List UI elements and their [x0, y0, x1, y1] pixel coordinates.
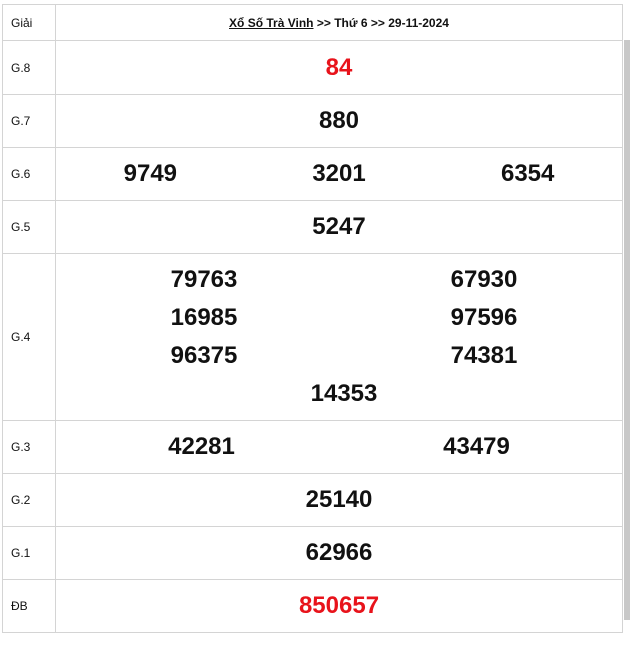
prize-numbers: 9749 3201 6354	[55, 147, 623, 201]
separator: >>	[313, 15, 335, 30]
prize-label: G.6	[2, 147, 56, 201]
prize-row-g8: G.8 84	[2, 40, 623, 95]
separator: >>	[367, 15, 389, 30]
prize-number: 880	[55, 94, 623, 148]
prize-number: 79763	[170, 266, 238, 293]
prize-number: 67930	[450, 266, 518, 293]
results-table: Giải Xổ Số Trà Vinh >> Thứ 6 >> 29-11-20…	[2, 4, 623, 633]
header-row: Giải Xổ Số Trà Vinh >> Thứ 6 >> 29-11-20…	[2, 4, 623, 41]
label-column-header: Giải	[2, 4, 56, 41]
prize-number: 97596	[450, 304, 518, 331]
prize-label: G.2	[2, 473, 56, 527]
prize-number: 84	[55, 40, 623, 95]
prize-row-g6: G.6 9749 3201 6354	[2, 147, 623, 201]
prize-number: 3201	[312, 160, 366, 187]
prize-row-g3: G.3 42281 43479	[2, 420, 623, 474]
scrollbar[interactable]	[624, 40, 630, 620]
prize-row-g7: G.7 880	[2, 94, 623, 148]
prize-number: 9749	[123, 160, 178, 187]
prize-numbers: 42281 43479	[55, 420, 623, 474]
day-link[interactable]: Thứ 6	[334, 15, 368, 30]
prize-label: G.3	[2, 420, 56, 474]
prize-number: 43479	[443, 433, 510, 460]
prize-label: G.8	[2, 40, 56, 95]
special-prize-number: 850657	[55, 579, 623, 633]
prize-number: 16985	[170, 304, 238, 331]
prize-row-g5: G.5 5247	[2, 200, 623, 254]
prize-number: 5247	[55, 200, 623, 254]
prize-number: 62966	[55, 526, 623, 580]
prize-label: G.7	[2, 94, 56, 148]
prize-row-g2: G.2 25140	[2, 473, 623, 527]
prize-number: 14353	[310, 380, 378, 407]
prize-number: 96375	[170, 342, 238, 369]
prize-label: G.5	[2, 200, 56, 254]
prize-numbers: 79763 67930 16985 97596 96375 74381 1435…	[55, 253, 623, 421]
draw-date: 29-11-2024	[388, 15, 449, 30]
prize-number: 42281	[168, 433, 235, 460]
prize-number: 74381	[450, 342, 518, 369]
prize-label: ĐB	[2, 579, 56, 633]
prize-number: 25140	[55, 473, 623, 527]
prize-row-g4: G.4 79763 67930 16985 97596 96375 74381 …	[2, 253, 623, 421]
prize-row-g1: G.1 62966	[2, 526, 623, 580]
prize-label: G.1	[2, 526, 56, 580]
province-link[interactable]: Xổ Số Trà Vinh	[229, 15, 314, 30]
table-title: Xổ Số Trà Vinh >> Thứ 6 >> 29-11-2024	[55, 4, 623, 41]
prize-row-special: ĐB 850657	[2, 579, 623, 633]
prize-label: G.4	[2, 253, 56, 421]
prize-number: 6354	[500, 160, 555, 187]
